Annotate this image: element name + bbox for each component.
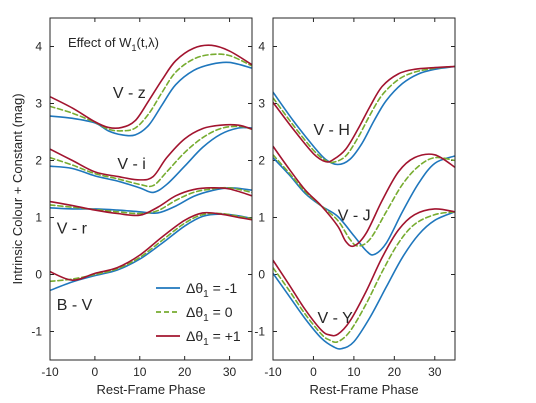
series-line-plus1 (50, 123, 252, 181)
y-tick-label: 3 (35, 97, 42, 111)
y-tick-label: 2 (35, 154, 42, 168)
x-tick-label: 10 (347, 365, 361, 379)
y-tick-label: 0 (258, 268, 265, 282)
figure-text: Intrinsic Colour + Constant (mag) (10, 93, 25, 284)
x-axis-title: Rest-Frame Phase (96, 382, 205, 397)
curve-label: V - J (338, 207, 371, 224)
x-tick-label: 0 (92, 365, 99, 379)
panel-annotation: Effect of W1(t,λ) (68, 35, 159, 53)
series-line-minus1 (50, 126, 252, 194)
series-line-zero (50, 125, 252, 188)
y-tick-label: -1 (31, 325, 42, 339)
series-line-zero (273, 154, 455, 247)
legend-label-plus1: Δθ1 = +1 (186, 328, 241, 348)
curve-label: V - Y (317, 310, 353, 327)
x-tick-label: -10 (264, 365, 282, 379)
curves (50, 44, 252, 292)
y-tick-label: 4 (35, 40, 42, 54)
x-tick-label: 10 (133, 365, 147, 379)
curve-label: B - V (57, 297, 93, 314)
curve-label: V - H (313, 122, 349, 139)
series-line-zero (273, 211, 455, 344)
axes-frame (272, 17, 456, 361)
curve-label: V - r (57, 220, 88, 237)
curves (273, 65, 455, 350)
x-tick-label: 20 (178, 365, 192, 379)
series-line-plus1 (273, 145, 455, 248)
curve-label: V - i (117, 156, 145, 173)
x-axis-title: Rest-Frame Phase (309, 382, 418, 397)
x-tick-label: 30 (428, 365, 442, 379)
legend-label-zero: Δθ1 = 0 (186, 304, 233, 324)
y-tick-label: 1 (258, 211, 265, 225)
y-tick-label: 3 (258, 97, 265, 111)
series-line-minus1 (273, 65, 455, 166)
legend-label-minus1: Δθ1 = -1 (186, 280, 237, 300)
x-tick-label: 30 (223, 365, 237, 379)
y-tick-label: 2 (258, 154, 265, 168)
series-line-zero (50, 212, 252, 283)
x-tick-label: -10 (41, 365, 59, 379)
series-line-zero (273, 65, 455, 164)
y-tick-label: 1 (35, 211, 42, 225)
x-tick-label: 0 (310, 365, 317, 379)
axes-frame (49, 17, 253, 361)
y-axis-title: Intrinsic Colour + Constant (mag) (10, 93, 25, 284)
legend: Δθ1 = -1 Δθ1 = 0 Δθ1 = +1 (156, 280, 241, 348)
series-line-minus1 (273, 155, 455, 256)
y-tick-label: 0 (35, 268, 42, 282)
series-line-plus1 (50, 44, 252, 130)
series-line-plus1 (50, 211, 252, 282)
y-tick-label: -1 (254, 325, 265, 339)
curve-label: V - z (113, 85, 146, 102)
series-line-plus1 (273, 208, 455, 337)
series-line-plus1 (273, 65, 455, 163)
series-line-plus1 (50, 187, 252, 217)
y-tick-label: 4 (258, 40, 265, 54)
x-tick-label: 20 (388, 365, 402, 379)
series-line-minus1 (273, 211, 455, 350)
